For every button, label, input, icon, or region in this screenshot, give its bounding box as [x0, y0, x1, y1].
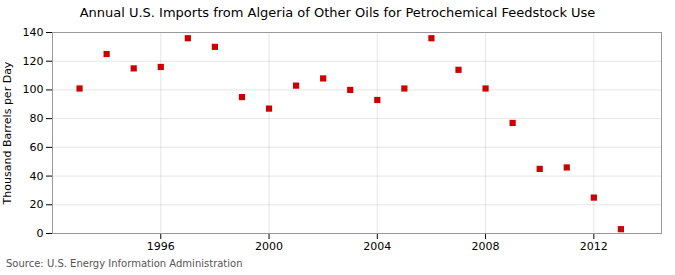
svg-text:60: 60 [30, 141, 44, 154]
html-text:Annual U.S. Imports from Alger: Annual U.S. Imports from Algeria of Othe… [79, 5, 596, 20]
svg-text:2000: 2000 [255, 240, 283, 253]
svg-text:100: 100 [23, 83, 44, 96]
svg-text:0: 0 [37, 227, 44, 240]
svg-text:2004: 2004 [363, 240, 391, 253]
svg-text:2012: 2012 [580, 240, 608, 253]
svg-text:1996: 1996 [147, 240, 175, 253]
html-text:Source: U.S. Energy Informatio: Source: U.S. Energy Information Administ… [6, 258, 243, 269]
svg-text:80: 80 [30, 112, 44, 125]
svg-text:20: 20 [30, 198, 44, 211]
svg-text:40: 40 [30, 170, 44, 183]
svg-text:Thousand Barrels per Day: Thousand Barrels per Day [1, 61, 14, 205]
svg-text:120: 120 [23, 55, 44, 68]
svg-text:2008: 2008 [472, 240, 500, 253]
svg-text:140: 140 [23, 26, 44, 39]
